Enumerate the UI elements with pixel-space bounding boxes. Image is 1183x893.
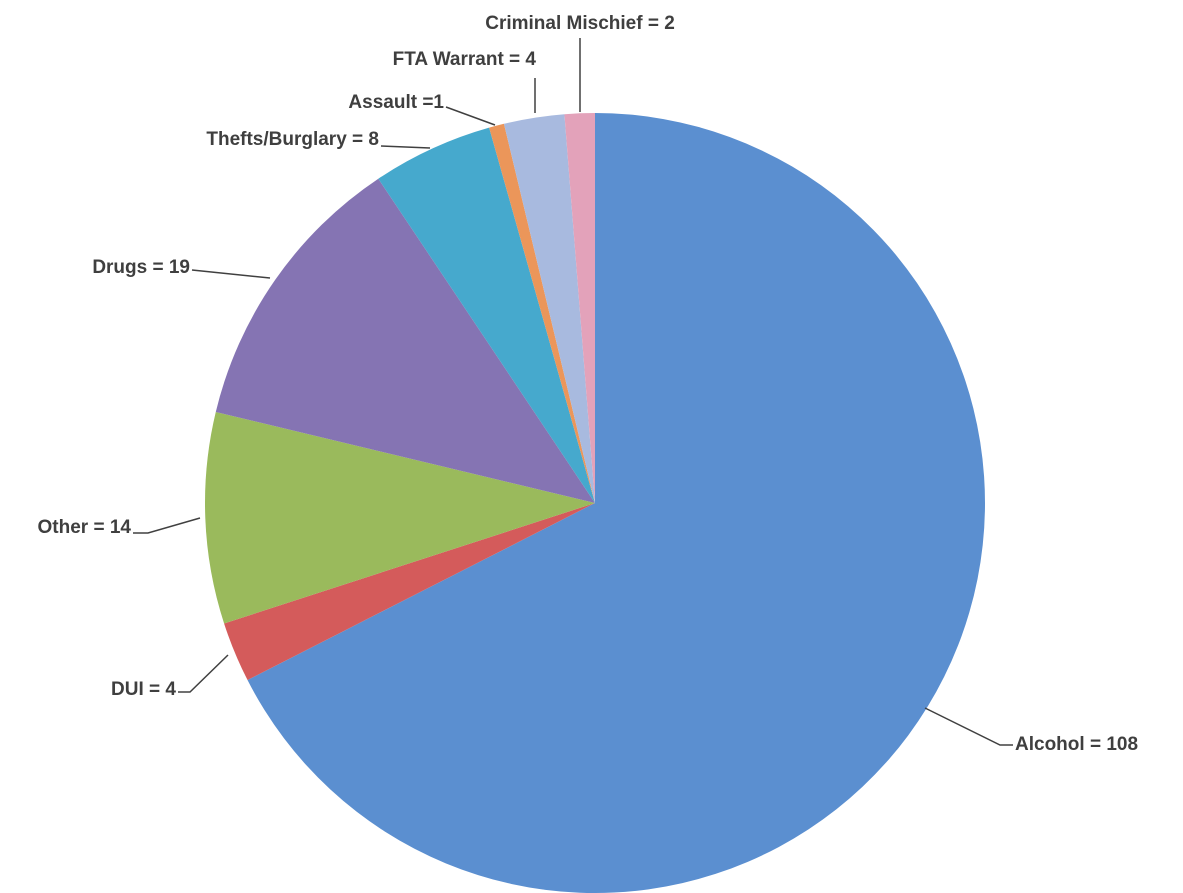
slice-label: Drugs = 19 — [92, 257, 190, 278]
slice-label: Other = 14 — [38, 517, 132, 538]
pie-slice — [564, 113, 595, 503]
slice-label: Assault =1 — [348, 92, 444, 113]
slice-label: Thefts/Burglary = 8 — [206, 129, 379, 150]
leader-line — [924, 707, 1013, 746]
leader-line — [445, 106, 496, 126]
pie-slice — [489, 123, 595, 504]
leader-lines — [133, 38, 1013, 746]
pie-slice — [204, 411, 595, 624]
leader-line — [133, 517, 201, 534]
leader-line — [178, 654, 229, 693]
pie-slice — [378, 127, 595, 503]
slice-label: FTA Warrant = 4 — [393, 49, 537, 70]
pie-slice — [247, 113, 985, 893]
slice-label: Criminal Mischief = 2 — [485, 13, 675, 34]
pie — [204, 113, 985, 893]
leader-line — [380, 145, 431, 149]
pie-slice — [503, 114, 595, 503]
leader-line — [191, 269, 271, 279]
slice-label: DUI = 4 — [111, 679, 176, 700]
slice-label: Alcohol = 108 — [1015, 734, 1138, 755]
pie-slice — [215, 178, 595, 503]
pie-slice — [224, 503, 595, 681]
